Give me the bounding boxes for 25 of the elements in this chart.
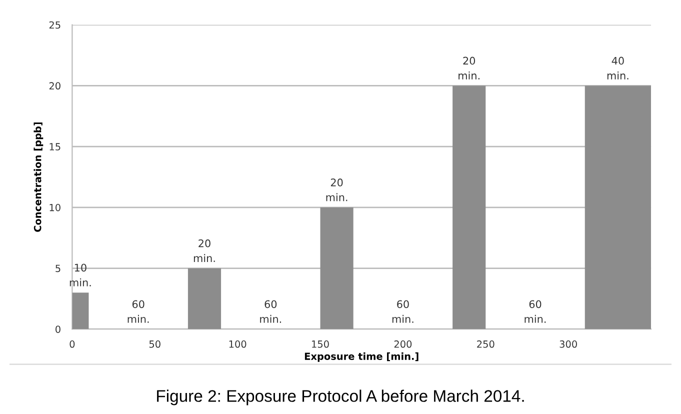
x-tick-label: 100: [229, 340, 246, 348]
caption: Figure 2: Exposure Protocol A before March 2014.: [157, 390, 524, 406]
x-tick-label: 250: [477, 340, 494, 348]
annotation: 40 min.: [607, 56, 628, 80]
x-tick-label: 200: [394, 340, 412, 348]
annotation: 20 min.: [194, 239, 215, 262]
annotation: 20 min.: [458, 56, 480, 80]
y-tick-label: 20: [49, 82, 60, 90]
x-tick-label: 50: [149, 340, 160, 348]
y-axis-title: Concentration [ppb]: [34, 122, 44, 232]
x-tick-label: 0: [70, 340, 75, 348]
annotation: 60 min.: [392, 300, 414, 323]
x-axis-title: Exposure time [min.]: [304, 352, 418, 362]
annotation: 10 min.: [70, 264, 91, 286]
annotation: 20 min.: [326, 178, 348, 202]
x-tick-label: 300: [560, 340, 577, 348]
y-tick-label: 25: [49, 21, 60, 29]
annotation: 60 min.: [524, 300, 546, 323]
y-tick-label: 10: [50, 204, 60, 212]
annotation: 60 min.: [260, 300, 282, 323]
y-tick-label: 0: [56, 326, 60, 333]
annotation: 60 min.: [128, 300, 149, 323]
x-tick-label: 150: [312, 340, 329, 348]
y-tick-label: 15: [50, 143, 60, 150]
y-tick-label: 5: [56, 264, 60, 272]
